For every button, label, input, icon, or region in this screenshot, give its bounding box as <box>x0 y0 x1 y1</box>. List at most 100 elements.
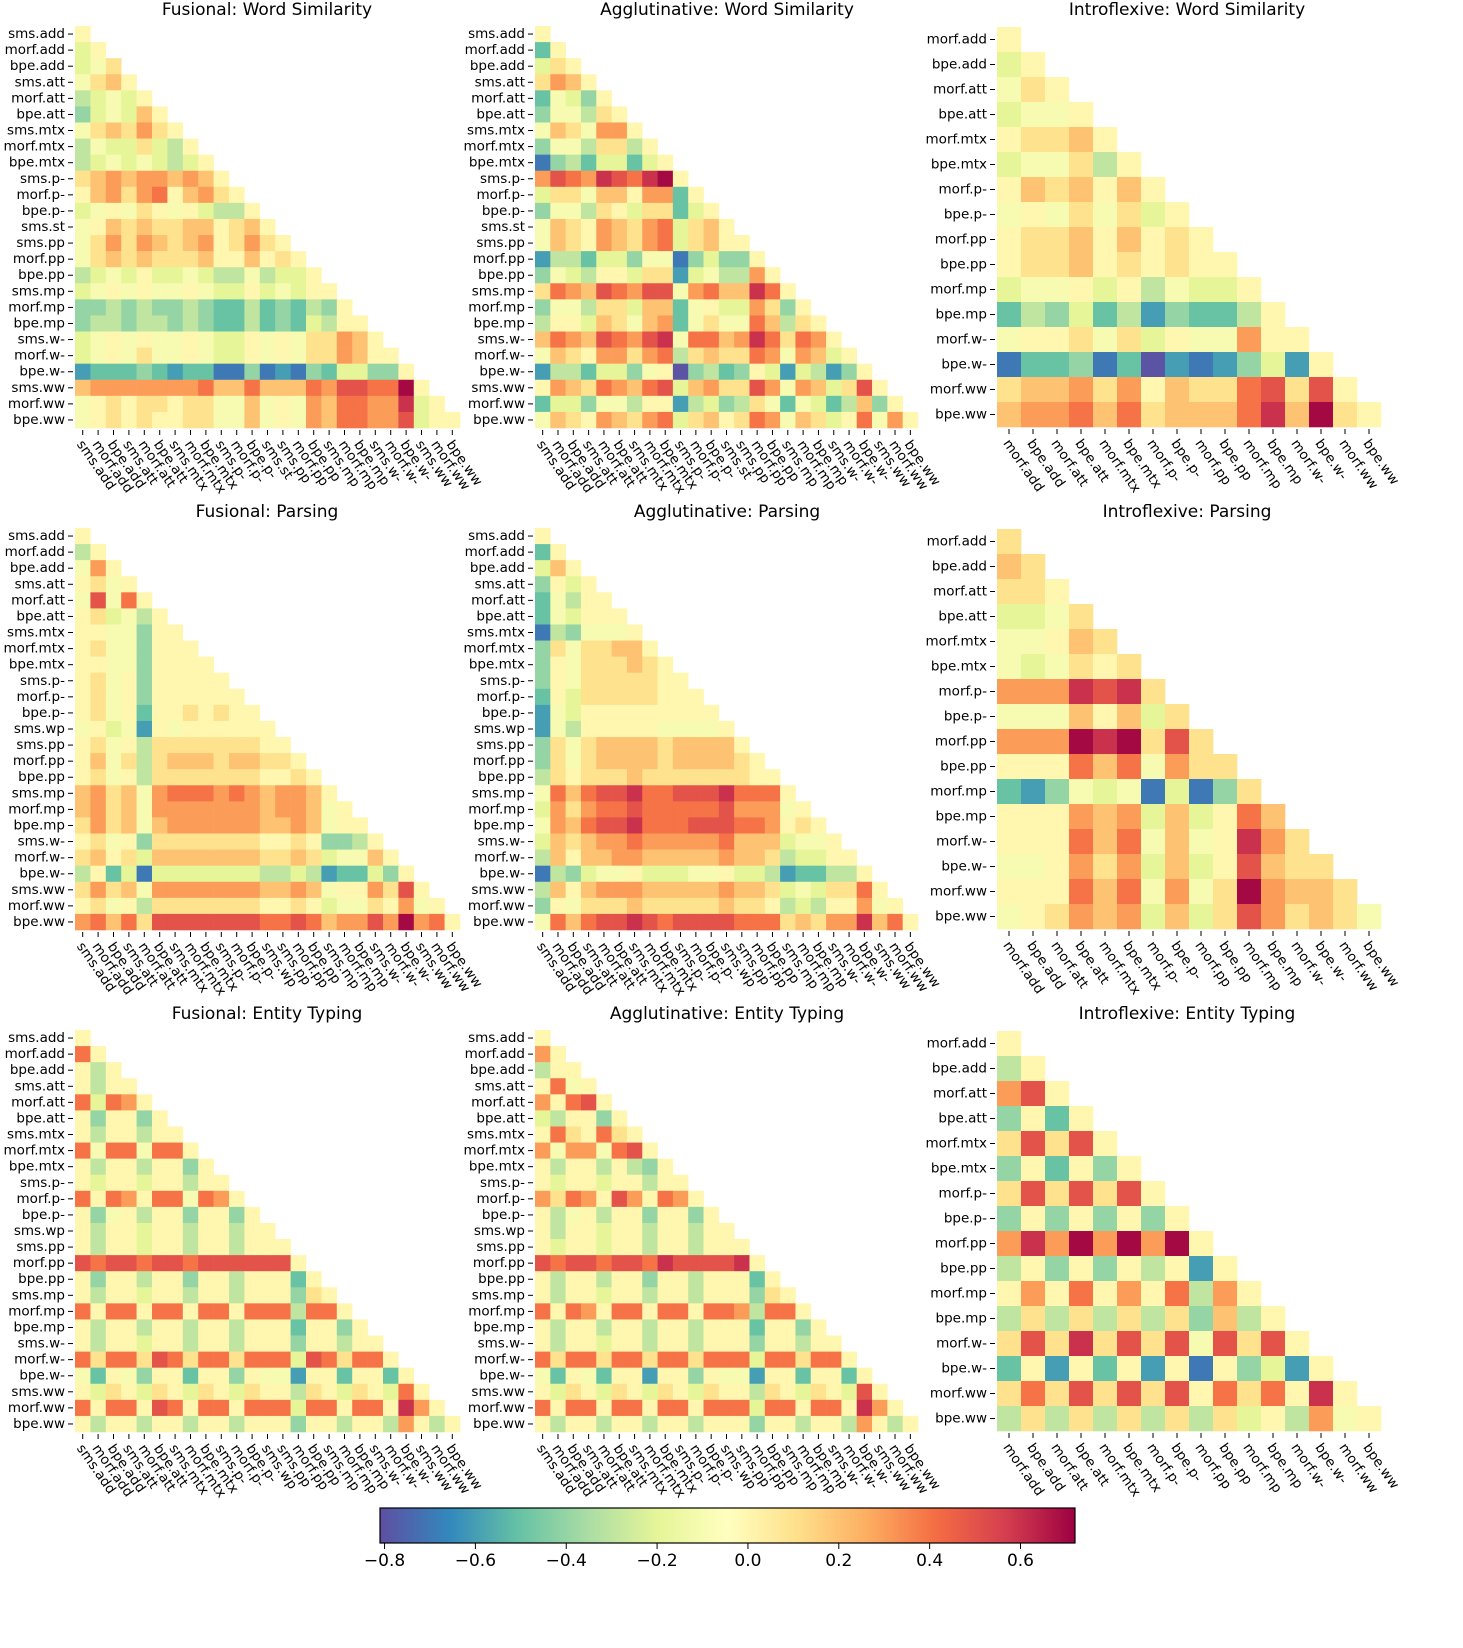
heatmap-cell <box>1093 1206 1118 1232</box>
heatmap-cell <box>841 1351 858 1368</box>
heatmap-cell <box>550 672 566 690</box>
heatmap-cell <box>1309 1356 1334 1382</box>
heatmap-cell <box>688 1415 704 1433</box>
heatmap-cell <box>626 251 643 268</box>
heatmap-cell <box>642 186 658 204</box>
heatmap-cell <box>535 1271 551 1288</box>
heatmap-cell <box>764 315 781 332</box>
heatmap-cell <box>75 74 91 91</box>
heatmap-cell <box>75 1271 91 1288</box>
heatmap-cell <box>121 801 137 818</box>
heatmap-cell <box>997 1306 1022 1332</box>
heatmap-cell <box>198 395 214 413</box>
y-tick-label: sms.pp <box>16 737 65 753</box>
y-tick-label: morf.mtx <box>926 1136 987 1152</box>
heatmap-cell <box>580 1367 597 1385</box>
y-tick-label: morf.mp <box>8 801 65 817</box>
heatmap-cell <box>1117 704 1142 730</box>
heatmap-cell <box>1237 1406 1262 1432</box>
heatmap-cell <box>290 283 307 300</box>
heatmap-cell <box>596 1110 612 1127</box>
heatmap-cell <box>672 1174 689 1192</box>
heatmap-cell <box>1117 327 1142 353</box>
heatmap-cell <box>182 395 199 413</box>
heatmap-cell <box>352 1415 368 1433</box>
y-tick-label: morf.w- <box>14 348 65 364</box>
heatmap-cell <box>780 801 796 818</box>
heatmap-cell <box>1021 879 1046 905</box>
heatmap-cell <box>275 315 291 332</box>
heatmap-cell <box>105 1367 122 1385</box>
heatmap-cell <box>642 395 658 413</box>
heatmap-cell <box>75 42 91 59</box>
heatmap-cell <box>596 688 612 706</box>
heatmap-cell <box>244 267 261 284</box>
heatmap-cell <box>367 865 384 883</box>
heatmap-cell <box>565 283 582 300</box>
heatmap-cell <box>596 347 612 364</box>
heatmap-cell <box>198 331 214 348</box>
heatmap-cell <box>841 347 858 364</box>
heatmap-cell <box>718 1255 735 1272</box>
heatmap-cell <box>688 704 704 722</box>
heatmap-cell <box>290 801 307 818</box>
heatmap-cell <box>872 881 888 899</box>
heatmap-cell <box>352 1335 368 1352</box>
heatmap-cell <box>1165 1281 1190 1307</box>
heatmap-cell <box>550 704 566 722</box>
heatmap-cell <box>565 688 582 706</box>
heatmap-cell <box>580 1383 597 1401</box>
heatmap-cell <box>826 881 842 899</box>
panel-title: Agglutinative: Entity Typing <box>610 1004 844 1024</box>
heatmap-cell <box>1141 227 1166 253</box>
heatmap-cell <box>1309 904 1334 930</box>
heatmap-cell <box>213 1335 230 1352</box>
heatmap-cell <box>565 833 582 850</box>
heatmap-cell <box>596 202 612 220</box>
heatmap-cell <box>642 817 658 834</box>
heatmap-cell <box>90 251 107 268</box>
heatmap-cell <box>213 331 230 348</box>
heatmap-cell <box>105 267 122 284</box>
heatmap-cell <box>1117 252 1142 278</box>
heatmap-cell <box>611 1174 628 1192</box>
heatmap-cell <box>244 753 261 770</box>
heatmap-cell <box>826 347 842 364</box>
heatmap-cell <box>596 267 612 284</box>
heatmap-cell <box>306 801 322 818</box>
heatmap-cell <box>580 411 597 429</box>
heatmap-cell <box>121 1222 137 1240</box>
y-tick-label: morf.att <box>471 90 525 106</box>
heatmap-cell <box>657 411 674 429</box>
heatmap-cell <box>611 1367 628 1385</box>
heatmap-cell <box>75 1062 91 1079</box>
heatmap-cell <box>997 102 1022 128</box>
heatmap-cell <box>1117 1256 1142 1282</box>
heatmap-cell <box>75 1239 91 1256</box>
heatmap-cell <box>306 379 322 397</box>
heatmap-cell <box>565 1239 582 1256</box>
heatmap-cell <box>657 1367 674 1385</box>
heatmap-cell <box>611 785 628 802</box>
heatmap-cell <box>718 849 735 866</box>
heatmap-cell <box>611 608 628 625</box>
heatmap-cell <box>75 1174 91 1192</box>
heatmap-cell <box>121 656 137 674</box>
heatmap-cell <box>550 737 566 754</box>
heatmap-cell <box>1141 854 1166 880</box>
heatmap-cell <box>229 833 245 850</box>
heatmap-cell <box>688 186 704 204</box>
heatmap-cell <box>1237 1381 1262 1407</box>
heatmap-cell <box>611 881 628 899</box>
heatmap-cell <box>734 411 750 429</box>
heatmap-cell <box>642 283 658 300</box>
heatmap-cell <box>611 170 628 188</box>
heatmap-cell <box>90 1367 107 1385</box>
heatmap-cell <box>367 881 384 899</box>
heatmap-cell <box>672 865 689 883</box>
heatmap-cell <box>718 251 735 268</box>
heatmap-cell <box>105 1078 122 1095</box>
heatmap-cell <box>259 785 276 802</box>
heatmap-cell <box>198 913 214 931</box>
heatmap-cell <box>626 411 643 429</box>
